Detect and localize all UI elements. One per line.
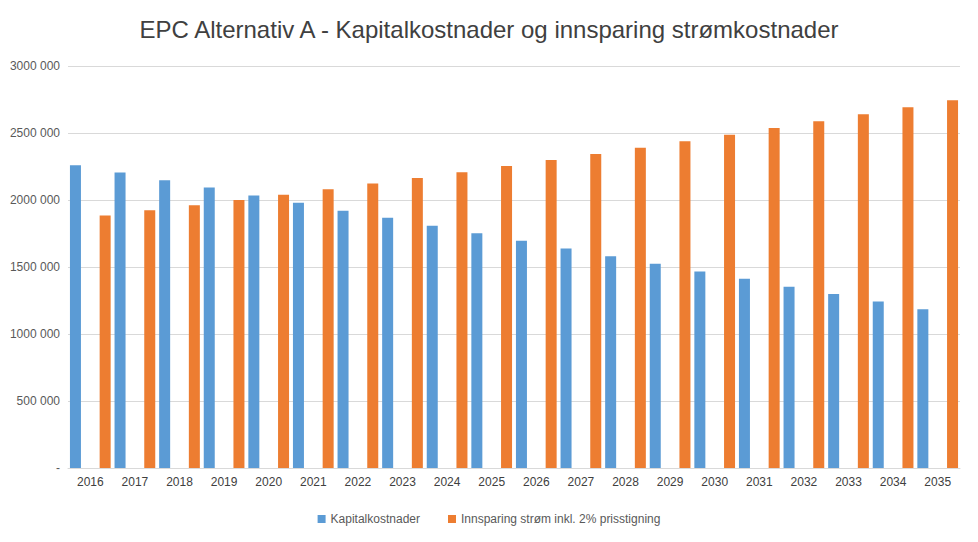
svg-text:2019: 2019: [211, 475, 238, 489]
svg-text:1500 000: 1500 000: [10, 260, 60, 274]
svg-text:2034: 2034: [880, 475, 907, 489]
svg-text:2028: 2028: [612, 475, 639, 489]
svg-text:500 000: 500 000: [17, 394, 61, 408]
svg-text:2020: 2020: [255, 475, 282, 489]
svg-text:2029: 2029: [657, 475, 684, 489]
svg-text:2024: 2024: [434, 475, 461, 489]
svg-text:2022: 2022: [345, 475, 372, 489]
svg-text:EPC Alternativ A - Kapitalkost: EPC Alternativ A - Kapitalkostnader og i…: [139, 16, 838, 43]
svg-text:Kapitalkostnader: Kapitalkostnader: [331, 512, 420, 526]
svg-text:2018: 2018: [166, 475, 193, 489]
svg-text:2017: 2017: [122, 475, 149, 489]
svg-text:2031: 2031: [746, 475, 773, 489]
svg-text:2027: 2027: [568, 475, 595, 489]
svg-text:2500 000: 2500 000: [10, 126, 60, 140]
svg-text:2032: 2032: [791, 475, 818, 489]
svg-text:2021: 2021: [300, 475, 327, 489]
svg-text:2033: 2033: [835, 475, 862, 489]
svg-text:3000 000: 3000 000: [10, 59, 60, 73]
svg-text:2000 000: 2000 000: [10, 193, 60, 207]
svg-text:2030: 2030: [701, 475, 728, 489]
svg-text:2035: 2035: [924, 475, 951, 489]
svg-text:1000 000: 1000 000: [10, 327, 60, 341]
svg-text:2016: 2016: [77, 475, 104, 489]
svg-text:2023: 2023: [389, 475, 416, 489]
svg-text:-: -: [56, 461, 60, 475]
svg-text:2026: 2026: [523, 475, 550, 489]
svg-text:2025: 2025: [478, 475, 505, 489]
svg-text:Innsparing strøm inkl. 2% pris: Innsparing strøm inkl. 2% prisstigning: [461, 512, 660, 526]
